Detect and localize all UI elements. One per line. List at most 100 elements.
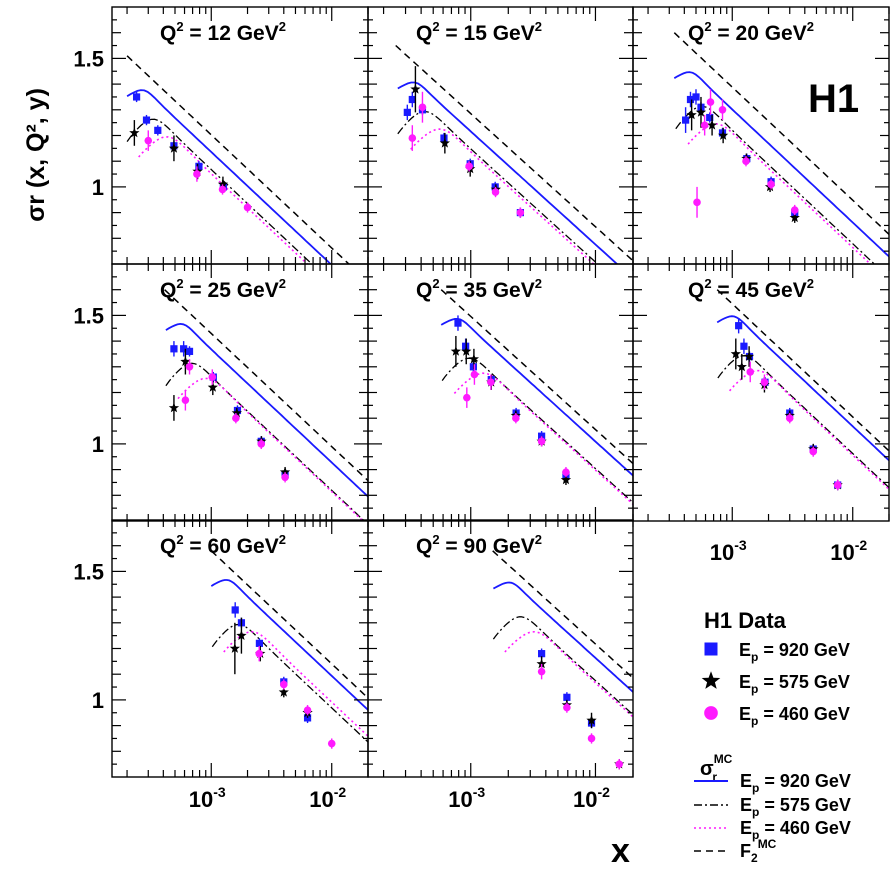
x-tick-exp: -2 [597, 784, 610, 800]
title-q: Q [416, 535, 432, 558]
panel-title-q2-25: Q2 = 25 GeV2 [160, 276, 286, 302]
curve-f2-mc [164, 289, 368, 482]
series-star [410, 66, 501, 195]
series-circle [255, 645, 336, 749]
data-point-circle [718, 106, 727, 114]
x-tick-exp: -2 [855, 537, 868, 553]
x-tick-base: 10 [309, 787, 333, 812]
curve-ep-460 [410, 128, 595, 264]
x-tick-base: 10 [830, 540, 854, 565]
x-tick-exp: -3 [473, 784, 486, 800]
data-point-star [207, 382, 218, 392]
legend-sub: p [752, 781, 759, 795]
legend-main: E [740, 771, 752, 791]
x-tick-exp: -3 [734, 537, 747, 553]
y-tick-label: 1.5 [73, 559, 104, 584]
data-point-star [450, 346, 461, 356]
data-point-circle [470, 370, 479, 379]
title-q: Q [416, 22, 432, 45]
panel-plot-area [673, 32, 889, 264]
curve-f2-mc [395, 44, 633, 262]
data-point-circle [767, 180, 775, 189]
data-point-circle [537, 667, 546, 676]
data-point-square [180, 345, 188, 353]
data-point-circle [243, 203, 252, 212]
data-point-square [170, 345, 178, 353]
panel-title-q2-60: Q2 = 60 GeV2 [160, 532, 286, 558]
panel-title-q2-90: Q2 = 90 GeV2 [416, 532, 542, 558]
data-point-circle [144, 136, 153, 145]
curve-f2-mc [492, 550, 633, 679]
panel-plot-area [492, 550, 633, 770]
data-point-square [706, 113, 714, 122]
x-tick-label: 10-3 [448, 784, 485, 812]
legend-main: F [740, 841, 751, 861]
legend-marker-star [701, 671, 721, 689]
title-q: Q [160, 22, 176, 45]
panel-plot-area [126, 55, 350, 264]
legend-marker-circle [704, 706, 718, 720]
legend-sub: 2 [751, 851, 758, 865]
series-square [735, 317, 842, 491]
data-point-square [142, 116, 151, 124]
panel-title-q2-20: Q2 = 20 GeV2 [688, 19, 814, 45]
data-point-square [454, 319, 462, 327]
mc-sup: MC [714, 752, 733, 766]
legend-data-entry: Ep = 920 GeV [739, 640, 850, 664]
legend-mc-title: σMC r [700, 752, 733, 784]
curve-ep-575 [675, 105, 876, 264]
title-value: = 15 GeV [440, 22, 535, 45]
legend-sub: p [752, 828, 759, 842]
legend-data-entry: Ep = 460 GeV [739, 704, 850, 728]
data-point-circle [327, 739, 336, 748]
panel-q2-45: Q2 = 45 GeV2 [632, 263, 890, 522]
data-point-square [195, 162, 203, 170]
data-point-star [231, 407, 242, 418]
title-q: Q [688, 279, 704, 302]
data-point-star [686, 109, 697, 120]
legend-main: E [739, 640, 751, 660]
series-circle [693, 89, 799, 218]
legend-rest: = 575 GeV [759, 795, 851, 815]
legend-main: E [740, 795, 752, 815]
data-point-star [439, 137, 450, 148]
panel-q2-12: Q2 = 12 GeV2 [111, 6, 369, 265]
series-circle [746, 361, 842, 491]
data-point-star [217, 178, 229, 189]
data-point-circle [408, 134, 417, 142]
panel-plot-area [395, 44, 633, 264]
panel-plot-area [440, 289, 633, 505]
data-point-star [278, 686, 289, 697]
title-unit-sup: 2 [535, 276, 542, 291]
data-point-circle [562, 468, 570, 476]
curve-ep-920 [210, 579, 368, 711]
data-point-circle [746, 368, 755, 376]
data-point-circle [185, 363, 194, 371]
data-point-square [440, 134, 448, 142]
curve-ep-575 [397, 110, 599, 264]
data-point-star [468, 353, 479, 364]
curve-ep-460 [453, 372, 633, 505]
panel-frame [111, 6, 369, 265]
series-circle [537, 663, 623, 770]
title-unit-sup: 2 [807, 276, 814, 291]
legend-sub: p [752, 805, 759, 819]
data-point-circle [833, 481, 842, 489]
curve-f2-mc [126, 55, 350, 264]
data-point-circle [281, 473, 289, 482]
data-point-circle [587, 734, 596, 743]
data-point-circle [790, 206, 799, 214]
data-point-square [740, 342, 748, 350]
data-point-circle [303, 706, 312, 714]
title-unit-sup: 2 [535, 19, 542, 34]
curve-ep-575 [717, 355, 889, 489]
curve-ep-920 [673, 71, 889, 258]
title-value: = 25 GeV [184, 279, 279, 302]
data-point-star [410, 83, 421, 94]
data-point-circle [465, 162, 473, 171]
panel-frame [111, 263, 369, 522]
data-point-circle [693, 198, 701, 207]
data-point-star [180, 356, 191, 366]
